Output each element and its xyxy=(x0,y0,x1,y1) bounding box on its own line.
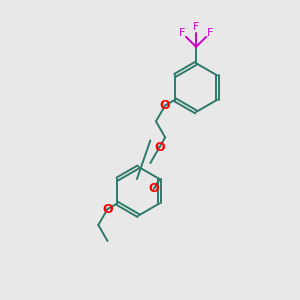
Text: F: F xyxy=(193,22,199,32)
Text: O: O xyxy=(160,99,170,112)
Text: O: O xyxy=(102,202,113,216)
Text: O: O xyxy=(154,141,165,154)
Text: F: F xyxy=(207,28,214,38)
Text: O: O xyxy=(148,182,159,195)
Text: F: F xyxy=(178,28,185,38)
